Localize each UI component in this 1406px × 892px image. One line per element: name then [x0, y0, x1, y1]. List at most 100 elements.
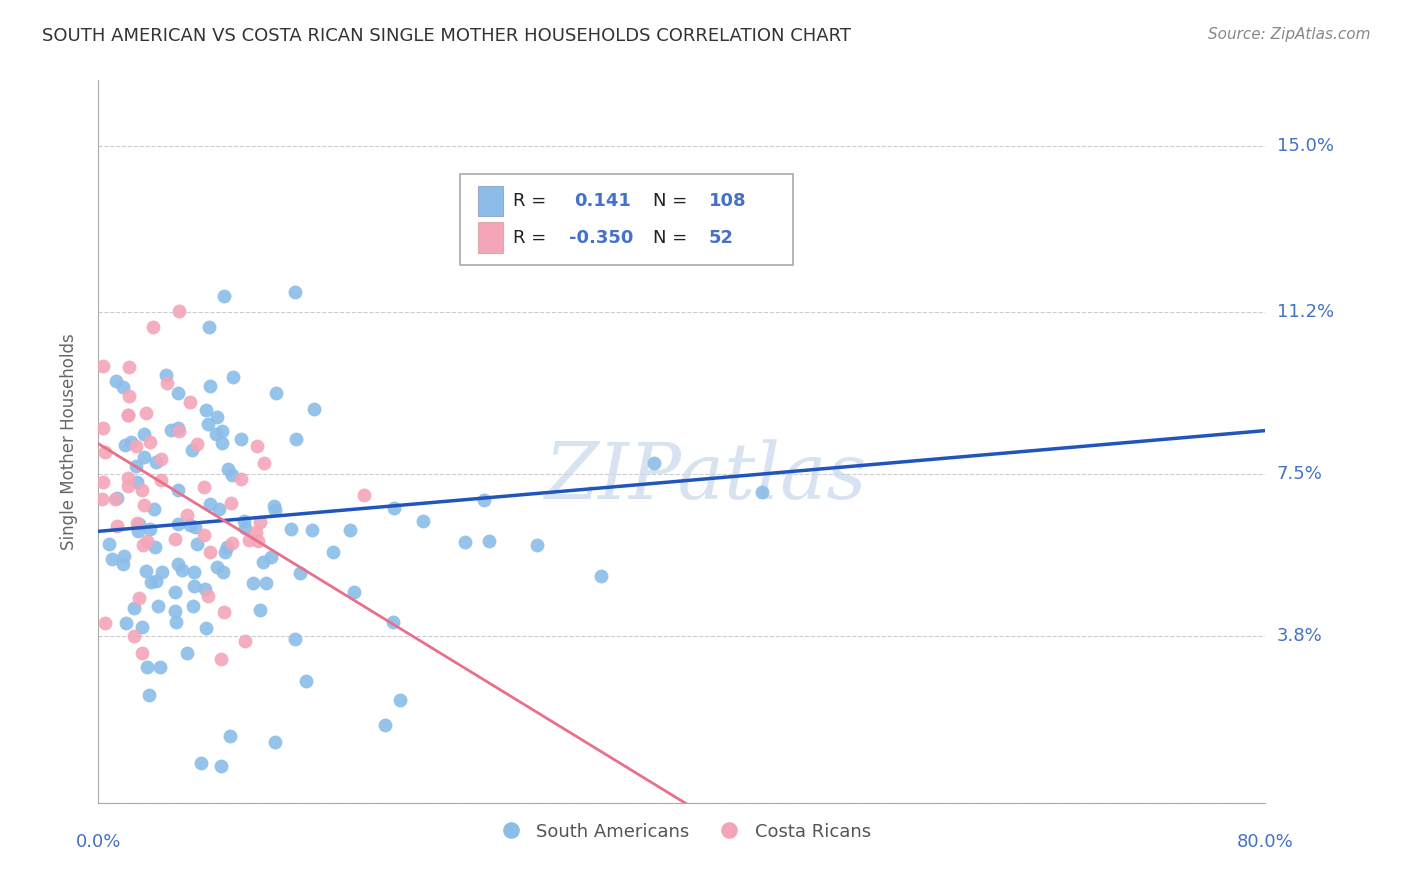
- Point: [221, 467, 243, 482]
- Point: [264, 502, 287, 516]
- Point: [246, 533, 269, 548]
- Point: [165, 604, 187, 618]
- Point: [143, 502, 166, 516]
- Point: [105, 491, 128, 506]
- Point: [233, 521, 256, 535]
- Point: [253, 456, 276, 470]
- Point: [246, 439, 269, 453]
- Point: [219, 496, 242, 510]
- Point: [205, 560, 228, 574]
- Point: [91, 421, 114, 435]
- Point: [643, 456, 665, 470]
- Point: [238, 533, 260, 548]
- Text: N =: N =: [652, 192, 688, 211]
- Point: [166, 483, 188, 497]
- Point: [353, 488, 375, 502]
- Point: [190, 756, 212, 770]
- Text: Source: ZipAtlas.com: Source: ZipAtlas.com: [1208, 27, 1371, 42]
- Point: [135, 405, 157, 419]
- Text: 52: 52: [709, 228, 734, 247]
- Point: [211, 435, 233, 450]
- Point: [132, 450, 155, 464]
- Point: [167, 424, 190, 438]
- Point: [127, 524, 149, 538]
- Point: [200, 379, 222, 393]
- Y-axis label: Single Mother Households: Single Mother Households: [59, 334, 77, 549]
- Point: [128, 591, 150, 606]
- Point: [141, 575, 163, 590]
- Point: [339, 523, 361, 537]
- Point: [263, 499, 285, 513]
- Point: [165, 615, 187, 630]
- Point: [125, 459, 148, 474]
- Point: [284, 432, 307, 446]
- Point: [111, 379, 134, 393]
- Point: [205, 409, 228, 424]
- Point: [343, 585, 366, 599]
- Text: 108: 108: [709, 192, 747, 211]
- Point: [205, 427, 228, 442]
- Point: [198, 545, 221, 559]
- Point: [167, 385, 190, 400]
- Point: [218, 729, 240, 743]
- Point: [148, 660, 170, 674]
- Point: [125, 439, 148, 453]
- Point: [97, 537, 120, 551]
- Point: [214, 545, 236, 559]
- Point: [160, 423, 183, 437]
- Point: [118, 359, 141, 374]
- Legend: South Americans, Costa Ricans: South Americans, Costa Ricans: [486, 815, 877, 848]
- Point: [322, 545, 344, 559]
- Point: [229, 432, 252, 446]
- Point: [149, 474, 172, 488]
- Point: [249, 603, 271, 617]
- Point: [264, 735, 287, 749]
- Point: [124, 629, 146, 643]
- Point: [412, 515, 434, 529]
- Point: [125, 516, 148, 530]
- Point: [194, 402, 217, 417]
- Point: [181, 599, 204, 614]
- Point: [229, 472, 252, 486]
- Text: -0.350: -0.350: [568, 228, 633, 247]
- Point: [264, 386, 287, 401]
- Text: 0.141: 0.141: [575, 192, 631, 211]
- Point: [105, 374, 128, 388]
- Point: [526, 539, 548, 553]
- Point: [112, 549, 135, 563]
- Point: [145, 455, 167, 469]
- Text: SOUTH AMERICAN VS COSTA RICAN SINGLE MOTHER HOUSEHOLDS CORRELATION CHART: SOUTH AMERICAN VS COSTA RICAN SINGLE MOT…: [42, 27, 851, 45]
- Point: [183, 565, 205, 579]
- Point: [125, 475, 148, 490]
- Point: [181, 442, 204, 457]
- Point: [212, 565, 235, 579]
- Point: [217, 541, 239, 555]
- Point: [117, 408, 139, 422]
- Point: [194, 582, 217, 596]
- Point: [150, 565, 173, 579]
- Point: [197, 590, 219, 604]
- Point: [233, 514, 256, 528]
- Point: [589, 568, 612, 582]
- Point: [477, 534, 499, 549]
- Point: [374, 718, 396, 732]
- Point: [90, 492, 112, 507]
- Point: [186, 537, 208, 551]
- Point: [260, 549, 283, 564]
- Point: [139, 435, 162, 450]
- Text: 15.0%: 15.0%: [1277, 137, 1333, 155]
- Point: [288, 566, 311, 581]
- Text: R =: R =: [513, 192, 546, 211]
- Point: [472, 492, 495, 507]
- Point: [179, 518, 201, 533]
- Text: N =: N =: [652, 228, 688, 247]
- Text: 7.5%: 7.5%: [1277, 466, 1323, 483]
- Point: [118, 389, 141, 403]
- Point: [136, 660, 159, 674]
- Point: [222, 370, 245, 384]
- FancyBboxPatch shape: [460, 174, 793, 265]
- Point: [91, 359, 114, 373]
- Point: [186, 437, 208, 451]
- Point: [115, 616, 138, 631]
- Point: [454, 534, 477, 549]
